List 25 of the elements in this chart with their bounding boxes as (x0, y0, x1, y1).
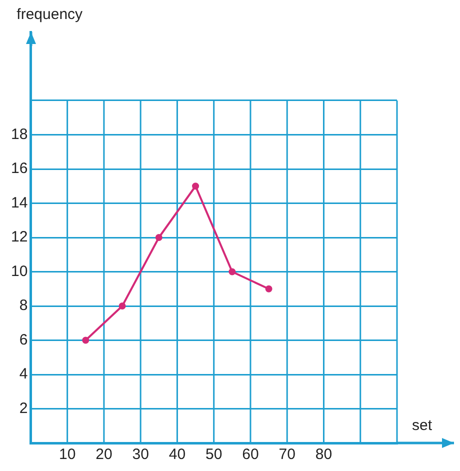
point (228, 268, 236, 276)
text: set (412, 417, 432, 434)
x-tick-label: 10 (58, 446, 76, 464)
point (82, 336, 90, 344)
point (192, 182, 200, 190)
y-tick-label: 16 (10, 160, 28, 178)
x-tick-label: 80 (315, 446, 332, 464)
y-tick-label: 6 (19, 331, 28, 348)
point (155, 234, 162, 241)
y-tick-label: 8 (19, 297, 28, 314)
x-tick-label: 20 (96, 446, 112, 464)
text: frequency (16, 6, 83, 23)
y-tick-label: 4 (19, 366, 28, 383)
y-tick-label: 10 (10, 262, 28, 280)
x-tick-label: 70 (278, 446, 296, 464)
y-tick-label: 12 (10, 228, 28, 246)
point (265, 285, 272, 292)
y-tick-label: 2 (19, 400, 28, 417)
x-tick-label: 30 (132, 446, 149, 464)
y-tick-label: 14 (10, 194, 28, 212)
x-tick-label: 50 (206, 446, 222, 464)
y-tick-label: 18 (10, 126, 28, 143)
x-tick-label: 60 (242, 446, 259, 464)
x-tick-label: 40 (168, 446, 186, 464)
point (118, 302, 126, 310)
